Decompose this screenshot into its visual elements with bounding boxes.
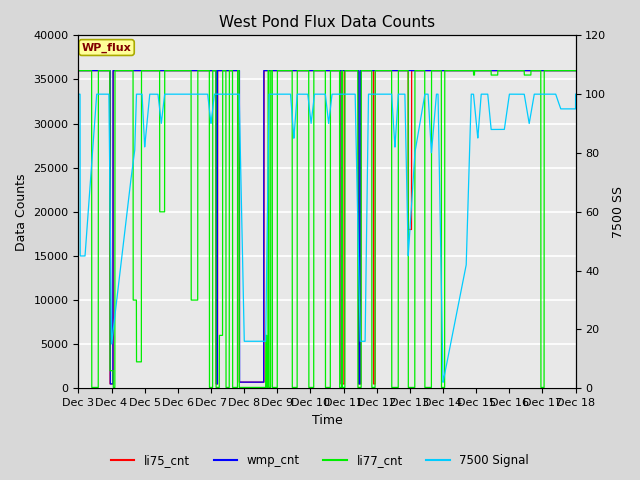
li75_cnt [545, 68, 553, 73]
Legend: li75_cnt, wmp_cnt, li77_cnt, 7500 Signal: li75_cnt, wmp_cnt, li77_cnt, 7500 Signal [106, 449, 534, 472]
7500 Signal [104, 91, 112, 97]
li77_cnt [77, 68, 84, 73]
7500 Signal [439, 380, 447, 385]
wmp_cnt [545, 68, 553, 73]
7500 Signal [317, 91, 325, 97]
7500 Signal [77, 253, 84, 259]
Line: li75_cnt: li75_cnt [79, 71, 575, 384]
7500 Signal [172, 91, 180, 97]
li75_cnt [104, 68, 112, 73]
wmp_cnt [75, 68, 83, 73]
li77_cnt [572, 68, 579, 73]
li77_cnt [545, 68, 553, 73]
li75_cnt [172, 68, 180, 73]
7500 Signal [75, 91, 83, 97]
X-axis label: Time: Time [312, 414, 342, 427]
li75_cnt [317, 68, 325, 73]
Text: WP_flux: WP_flux [82, 42, 131, 53]
Line: li77_cnt: li77_cnt [79, 71, 575, 387]
li75_cnt [95, 68, 103, 73]
li75_cnt [77, 68, 84, 73]
li75_cnt [75, 68, 83, 73]
Line: 7500 Signal: 7500 Signal [79, 94, 575, 383]
li77_cnt [95, 68, 103, 73]
li75_cnt [106, 381, 114, 387]
Title: West Pond Flux Data Counts: West Pond Flux Data Counts [219, 15, 435, 30]
Y-axis label: 7500 SS: 7500 SS [612, 186, 625, 238]
wmp_cnt [172, 68, 180, 73]
wmp_cnt [104, 68, 112, 73]
wmp_cnt [317, 68, 325, 73]
7500 Signal [545, 91, 553, 97]
wmp_cnt [95, 68, 103, 73]
wmp_cnt [77, 68, 84, 73]
li77_cnt [317, 68, 325, 73]
Y-axis label: Data Counts: Data Counts [15, 173, 28, 251]
li77_cnt [172, 68, 180, 73]
7500 Signal [572, 91, 579, 97]
li77_cnt [88, 384, 95, 390]
Line: wmp_cnt: wmp_cnt [79, 71, 575, 384]
li75_cnt [572, 68, 579, 73]
wmp_cnt [106, 381, 114, 387]
li77_cnt [104, 68, 112, 73]
7500 Signal [95, 91, 103, 97]
wmp_cnt [572, 68, 579, 73]
li77_cnt [75, 68, 83, 73]
